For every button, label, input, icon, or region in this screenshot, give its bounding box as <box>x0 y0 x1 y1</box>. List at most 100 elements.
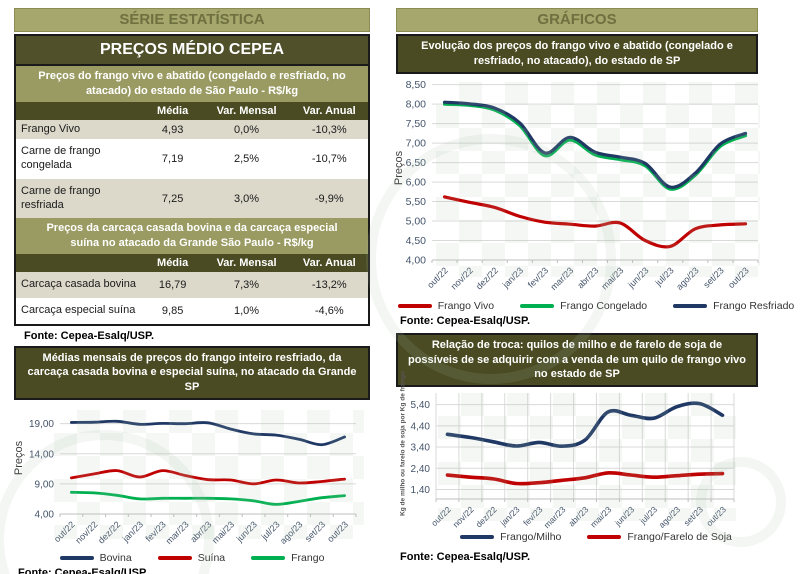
svg-text:abr/23: abr/23 <box>575 265 600 290</box>
svg-text:9,00: 9,00 <box>35 480 55 491</box>
svg-text:dez/22: dez/22 <box>474 265 500 291</box>
svg-text:set/23: set/23 <box>303 519 327 543</box>
row-label: Carcaça casada bovina <box>21 278 136 291</box>
row-var-mensal: 3,0% <box>234 192 260 205</box>
svg-text:2,40: 2,40 <box>411 464 431 475</box>
svg-text:out/22: out/22 <box>425 265 450 290</box>
fonte-right-top: Fonte: Cepea-Esalq/USP. <box>400 314 530 327</box>
svg-text:out/23: out/23 <box>704 504 728 528</box>
legend-item: Frango <box>251 552 324 564</box>
legend-label: Frango/Farelo de Soja <box>627 531 732 544</box>
legend-item: Frango Vivo <box>397 299 495 312</box>
row-media: 4,93 <box>161 123 184 136</box>
svg-text:jan/23: jan/23 <box>500 265 525 290</box>
svg-text:mai/23: mai/23 <box>210 519 236 545</box>
svg-text:4,00: 4,00 <box>35 510 55 521</box>
table1-header-row: Média Var. Mensal Var. Anual <box>16 101 368 120</box>
chart-legend: Bovina Suína Frango <box>14 552 370 564</box>
svg-text:8,00: 8,00 <box>406 98 427 110</box>
y-axis-label: Preços <box>393 150 405 185</box>
svg-text:nov/22: nov/22 <box>73 519 99 545</box>
svg-text:jun/23: jun/23 <box>612 504 636 528</box>
chart-title-relacao-troca: Relação de troca: quilos de milho e de f… <box>396 332 758 388</box>
svg-text:jun/23: jun/23 <box>234 519 259 544</box>
chart-block-evolucao: Preços 4,00 4,50 5,00 5,50 6,00 6,50 7,00 7,50 8… <box>366 74 796 384</box>
row-media: 9,85 <box>161 304 184 317</box>
row-var-anual: -10,7% <box>311 153 347 166</box>
chart-legend: Frango Vivo Frango Congelado Frango Resf… <box>396 300 796 312</box>
legend-item: Frango/Milho <box>460 531 561 543</box>
svg-text:jan/23: jan/23 <box>120 519 145 544</box>
svg-text:7,00: 7,00 <box>406 137 427 149</box>
cepea-price-table: PREÇOS MÉDIO CEPEA Preços do frango vivo… <box>14 34 370 326</box>
chart-title-medias-mensais: Médias mensais de preços do frango intei… <box>14 345 370 401</box>
legend-swatch-suina <box>157 556 192 561</box>
svg-text:19,00: 19,00 <box>29 419 54 430</box>
svg-text:out/23: out/23 <box>726 265 751 290</box>
legend-label: Frango Vivo <box>437 299 495 312</box>
y-axis-label: Preços <box>13 441 25 476</box>
chart-title-evolucao: Evolução dos preços do frango vivo e aba… <box>396 34 758 74</box>
row-var-anual: -10,3% <box>311 123 347 136</box>
legend-item: Suína <box>157 552 225 564</box>
svg-text:1,40: 1,40 <box>411 485 431 496</box>
legend-item: Frango Congelado <box>520 300 647 312</box>
table-row-frango-congelado: Carne de frango congelada 7,19 2,5% -10,… <box>16 139 368 179</box>
svg-text:out/22: out/22 <box>429 504 453 528</box>
y-axis-label: Kg de milho ou farelo de soja por Kg de … <box>399 371 407 517</box>
legend-label: Frango/Milho <box>500 531 562 544</box>
svg-text:set/23: set/23 <box>682 504 706 528</box>
svg-text:mar/23: mar/23 <box>164 519 191 546</box>
svg-text:6,50: 6,50 <box>406 157 427 169</box>
svg-text:5,50: 5,50 <box>406 196 427 208</box>
svg-text:jan/23: jan/23 <box>497 504 521 528</box>
row-var-mensal: 1,0% <box>234 304 260 317</box>
svg-text:jul/23: jul/23 <box>653 265 676 288</box>
col-header-var-anual: Var. Anual <box>302 257 356 270</box>
table-row-carcaca-suina: Carcaça especial suína 9,85 1,0% -4,6% <box>16 297 368 324</box>
svg-text:mar/23: mar/23 <box>542 504 568 530</box>
table2-subtitle: Preços da carcaça casada bovina e da car… <box>16 218 368 255</box>
svg-text:ago/23: ago/23 <box>674 265 701 292</box>
svg-text:5,40: 5,40 <box>411 400 431 411</box>
col-header-var-mensal: Var. Mensal <box>216 257 277 270</box>
row-var-anual: -4,6% <box>314 304 344 317</box>
col-header-empty <box>16 108 143 114</box>
section-header-graficos: GRÁFICOS <box>396 8 758 32</box>
chart-block-relacao-troca: Kg de milho ou farelo de soja por Kg de … <box>396 371 796 564</box>
legend-swatch-frango <box>251 556 286 561</box>
svg-text:mar/23: mar/23 <box>548 265 575 292</box>
svg-text:7,50: 7,50 <box>406 118 427 130</box>
fonte-right-bottom: Fonte: Cepea-Esalq/USP. <box>400 551 530 564</box>
legend-swatch-frango-milho <box>460 535 495 540</box>
legend-label: Bovina <box>99 552 132 565</box>
svg-text:ago/23: ago/23 <box>278 519 305 546</box>
svg-text:8,50: 8,50 <box>406 79 427 91</box>
legend-swatch-frango-vivo <box>397 303 432 308</box>
legend-swatch-bovina <box>59 556 94 561</box>
row-var-mensal: 0,0% <box>234 123 260 136</box>
svg-text:abr/23: abr/23 <box>188 519 213 544</box>
svg-text:4,50: 4,50 <box>406 235 427 247</box>
legend-label: Frango Congelado <box>560 299 648 312</box>
legend-swatch-frango-resfriado <box>673 303 708 308</box>
legend-item: Bovina <box>59 552 132 565</box>
svg-text:4,00: 4,00 <box>406 254 427 266</box>
svg-text:abr/23: abr/23 <box>566 504 590 528</box>
legend-item: Frango/Farelo de Soja <box>587 531 732 544</box>
section-header-serie-estatistica: SÉRIE ESTATÍSTICA <box>14 8 370 32</box>
col-header-empty <box>16 260 143 266</box>
chart-block-medias-mensais: Preços 4,00 9,00 14,00 19,00 out/22 nov/22 dez… <box>0 400 370 574</box>
col-header-var-mensal: Var. Mensal <box>216 104 277 117</box>
svg-text:set/23: set/23 <box>701 265 725 289</box>
svg-text:mai/23: mai/23 <box>588 504 613 529</box>
legend-item: Frango Resfriado <box>673 300 794 312</box>
right-column: GRÁFICOS Evolução dos preços do frango v… <box>366 8 796 564</box>
row-label: Frango Vivo <box>21 122 81 135</box>
evolucao-precos-chart: 4,00 4,50 5,00 5,50 6,00 6,50 7,00 7,50 8,00 8,50… <box>406 79 759 292</box>
svg-text:out/22: out/22 <box>52 519 77 544</box>
legend-swatch-frango-farelo-soja <box>587 535 622 540</box>
fonte-left-chart: Fonte: Cepea-Esalq/USP. <box>18 567 148 574</box>
